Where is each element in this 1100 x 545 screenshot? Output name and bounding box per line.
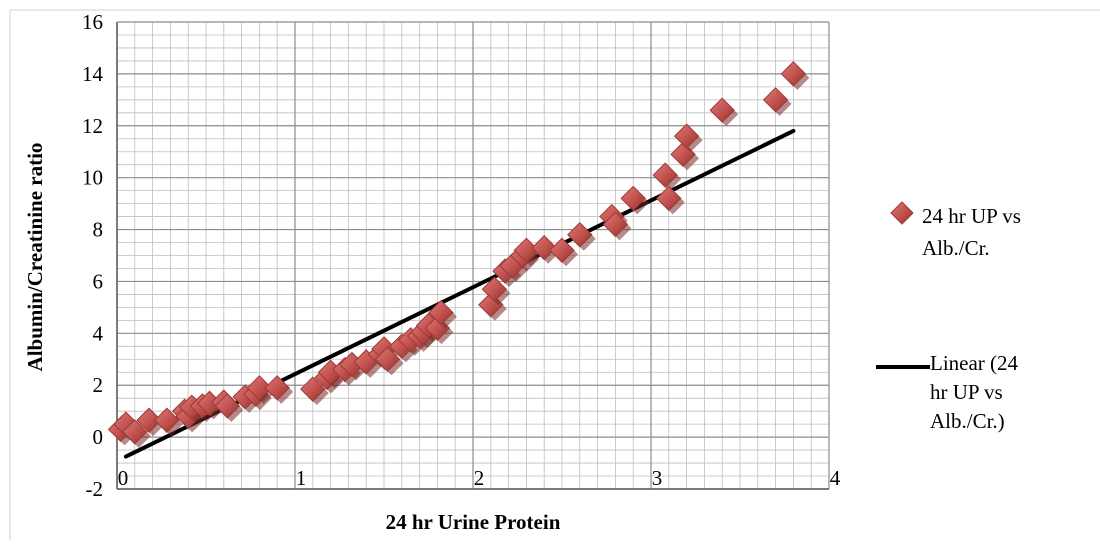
legend-label-scatter: 24 hr UP vs Alb./Cr. xyxy=(922,204,1026,260)
y-tick-label: 8 xyxy=(93,218,104,242)
legend-label-trendline-line2: hr UP vs xyxy=(930,380,1003,404)
x-tick-label: 3 xyxy=(652,466,663,490)
axes xyxy=(116,22,829,490)
data-point xyxy=(136,407,162,433)
data-point xyxy=(709,97,735,123)
y-tick-label: 12 xyxy=(82,114,103,138)
data-point xyxy=(481,276,508,302)
trendline xyxy=(123,128,796,459)
legend-label-trendline-line3: Alb./Cr.) xyxy=(930,409,1005,433)
y-tick-label: 2 xyxy=(93,373,104,397)
legend: 24 hr UP vs Alb./Cr. Linear (24 hr UP vs… xyxy=(876,201,1026,433)
y-tick-label: 0 xyxy=(93,425,104,449)
legend-label-scatter-line2: Alb./Cr. xyxy=(922,236,990,260)
y-tick-label: -2 xyxy=(86,477,104,501)
x-tick-label: 0 xyxy=(118,466,129,490)
data-point xyxy=(549,237,575,264)
x-tick-label: 1 xyxy=(296,466,307,490)
legend-label-scatter-line1: 24 hr UP vs xyxy=(922,204,1021,228)
y-tick-label: 14 xyxy=(82,62,104,86)
data-point xyxy=(428,299,454,326)
data-point xyxy=(154,407,180,433)
x-axis-label: 24 hr Urine Protein xyxy=(386,510,561,534)
data-point xyxy=(214,393,241,419)
y-axis-label: Albumin/Creatinine ratio xyxy=(23,143,47,372)
x-tick-label: 4 xyxy=(830,466,841,490)
data-point xyxy=(656,185,682,212)
trendline-layer xyxy=(123,128,796,459)
y-tick-label: 10 xyxy=(82,166,103,190)
data-point xyxy=(673,123,700,149)
data-point xyxy=(300,376,326,402)
data-point xyxy=(122,419,148,445)
data-point xyxy=(567,222,593,248)
data-point xyxy=(531,235,557,261)
legend-label-trendline-line1: Linear (24 xyxy=(930,351,1019,375)
legend-label-trendline: Linear (24 hr UP vs Alb./Cr.) xyxy=(930,351,1023,433)
data-point xyxy=(602,211,629,238)
y-tick-label: 4 xyxy=(93,321,104,345)
x-tick-label: 2 xyxy=(474,466,485,490)
data-point xyxy=(780,61,807,87)
data-point xyxy=(652,162,678,188)
data-point xyxy=(620,185,646,212)
data-points xyxy=(107,61,810,448)
data-point xyxy=(264,375,290,401)
data-point xyxy=(246,375,273,401)
data-point xyxy=(762,87,789,113)
data-point xyxy=(374,346,401,372)
legend-marker-scatter xyxy=(890,201,914,225)
grid-lines xyxy=(116,21,830,490)
y-tick-label: 6 xyxy=(93,269,104,293)
y-tick-label: 16 xyxy=(82,10,103,34)
